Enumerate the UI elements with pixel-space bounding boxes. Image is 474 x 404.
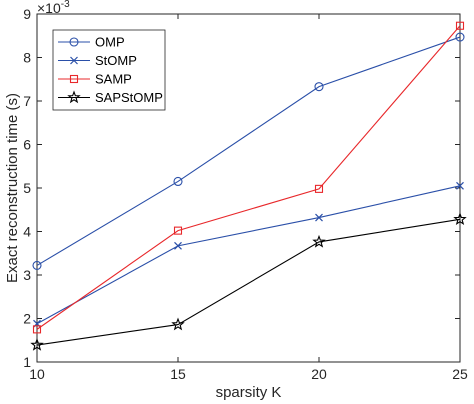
y-exponent-label: ×10-3	[37, 0, 70, 16]
x-tick-label: 10	[29, 366, 45, 382]
data-point-circle	[314, 82, 324, 92]
data-point-circle	[69, 37, 79, 47]
data-point-square	[69, 74, 79, 84]
data-point-square	[314, 184, 324, 193]
y-axis-label: Exact reconstruction time (s)	[4, 93, 21, 283]
data-point-x	[315, 213, 323, 222]
legend-item: StOMP	[58, 53, 137, 68]
data-point-square	[32, 325, 42, 334]
legend-item: SAPStOMP	[58, 90, 163, 105]
axes: 10 15 20 25 1 2 3 4 5 6 7 8 9	[23, 6, 468, 382]
data-point-x	[70, 56, 78, 65]
legend-label: SAPStOMP	[95, 90, 163, 105]
series-stomp	[33, 181, 464, 328]
data-point-x	[456, 181, 464, 190]
x-axis-label: sparsity K	[216, 384, 282, 401]
data-point-x	[174, 241, 182, 250]
y-tick-label: 7	[23, 93, 31, 109]
data-point-star	[67, 90, 81, 104]
series-omp	[32, 32, 465, 270]
legend-label: StOMP	[95, 53, 137, 68]
y-tick-label: 9	[23, 6, 31, 22]
y-tick-label: 1	[23, 354, 31, 370]
y-tick-label: 5	[23, 180, 31, 196]
x-tick-label: 25	[452, 366, 468, 382]
data-point-star	[171, 317, 185, 331]
y-tick-label: 8	[23, 50, 31, 66]
data-point-circle	[32, 260, 42, 270]
data-point-square	[455, 21, 465, 30]
legend-item: SAMP	[58, 72, 132, 87]
series-sapstomp	[30, 212, 467, 351]
series-samp	[32, 21, 465, 334]
y-tick-label: 2	[23, 311, 31, 327]
y-exponent-base: ×10	[37, 0, 61, 16]
legend-box	[52, 29, 166, 111]
series-line	[36, 185, 461, 325]
y-exponent-power: -3	[61, 0, 70, 10]
data-point-star	[30, 337, 44, 351]
x-tick-label: 20	[311, 366, 327, 382]
series-line	[36, 36, 461, 266]
series-layer	[30, 21, 467, 351]
data-point-star	[312, 234, 326, 248]
y-tick-label: 3	[23, 267, 31, 283]
legend-item: OMP	[58, 35, 125, 50]
data-point-star	[453, 212, 467, 226]
x-tick-label: 15	[170, 366, 186, 382]
legend-label: SAMP	[95, 72, 132, 87]
data-point-square	[173, 226, 183, 235]
data-point-circle	[173, 176, 183, 187]
legend: OMP StOMP SAMP SAPStOMP	[52, 29, 166, 111]
legend-label: OMP	[95, 35, 125, 50]
series-line	[36, 218, 461, 346]
y-tick-label: 4	[23, 224, 31, 240]
data-point-circle	[455, 32, 465, 42]
y-tick-label: 6	[23, 137, 31, 153]
series-line	[36, 25, 461, 330]
